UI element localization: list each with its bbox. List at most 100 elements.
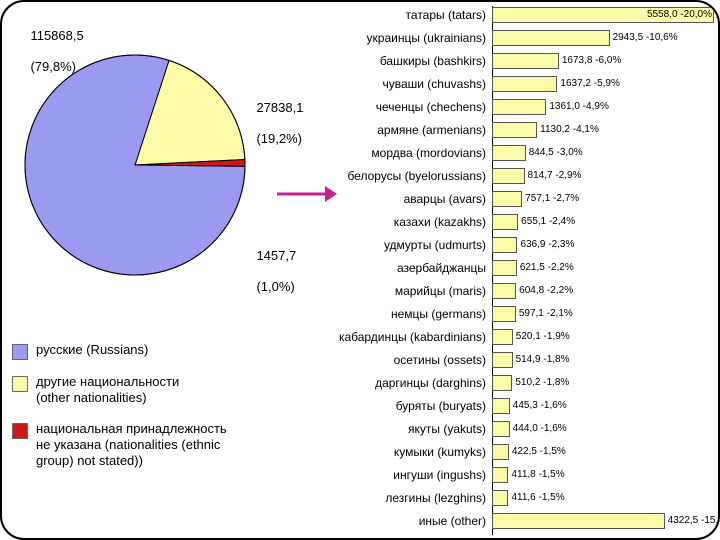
bar-value: 514,9 -1,8% xyxy=(516,349,570,371)
legend-swatch xyxy=(12,376,28,392)
bar-label: кумыки (kumyks) xyxy=(394,441,488,463)
legend-swatch xyxy=(12,423,28,439)
bar-value: 1361,0 -4,9% xyxy=(549,96,609,118)
bar-row: якуты (yakuts)444,0 -1,6% xyxy=(332,418,718,441)
bar-value: 445,3 -1,6% xyxy=(513,395,567,417)
legend-label: национальная принадлежность не указана (… xyxy=(36,421,312,470)
bar-value: 604,8 -2,2% xyxy=(519,280,573,302)
bar-value: 655,1 -2,4% xyxy=(521,211,575,233)
bar-label: немцы (germans) xyxy=(391,303,488,325)
bar-label: лезгины (lezghins) xyxy=(385,487,488,509)
bar-value: 2943,5 -10,6% xyxy=(613,27,678,49)
bar-label: мордва (mordovians) xyxy=(371,142,488,164)
bar-rect xyxy=(492,467,508,483)
bar-rect xyxy=(492,283,516,299)
bars-chart: татары (tatars) 5558,0 -20,0% украинцы (uk… xyxy=(332,4,718,534)
bar-label: даргинцы (darghins) xyxy=(375,372,488,394)
bar-value: 844,5 -3,0% xyxy=(529,142,583,164)
pie-label-other: 27838,1 (19,2%) xyxy=(242,84,303,162)
bar-rect xyxy=(492,214,518,230)
bar-rect xyxy=(492,352,513,368)
bar-label: иные (other) xyxy=(419,510,488,532)
bar-value: 411,6 -1,5% xyxy=(511,487,564,509)
bar-row: армяне (armenians) 1130,2 -4,1% xyxy=(332,119,718,142)
breakout-arrow-icon xyxy=(277,182,337,211)
bar-row: чеченцы (chechens)1361,0 -4,9% xyxy=(332,96,718,119)
bar-label: аварцы (avars) xyxy=(404,188,488,210)
bar-rect xyxy=(492,513,665,529)
bar-value: 5558,0 -20,0% xyxy=(647,4,712,26)
bar-label: чуваши (chuvashs) xyxy=(382,73,488,95)
bar-value: 1673,8 -6,0% xyxy=(562,50,622,72)
bar-label: кабардинцы (kabardinians) xyxy=(339,326,488,348)
bar-value: 814,7 -2,9% xyxy=(528,165,582,187)
bar-row: башкиры (bashkirs) 1673,8 -6,0% xyxy=(332,50,718,73)
bar-value: 444,0 -1,6% xyxy=(513,418,567,440)
bar-label: армяне (armenians) xyxy=(377,119,488,141)
bar-rect xyxy=(492,53,559,69)
bar-row: буряты (buryats) 445,3 -1,6% xyxy=(332,395,718,418)
bar-value: 1130,2 -4,1% xyxy=(540,119,599,141)
bar-rect xyxy=(492,260,517,276)
bar-row: татары (tatars) 5558,0 -20,0% xyxy=(332,4,718,27)
bar-row: даргинцы (darghins) 510,2 -1,8% xyxy=(332,372,718,395)
bar-rect xyxy=(492,490,508,506)
bar-label: удмурты (udmurts) xyxy=(384,234,488,256)
bar-label: осетины (ossets) xyxy=(394,349,488,371)
bar-rect xyxy=(492,191,522,207)
bar-rect xyxy=(492,76,557,92)
pie-label-notstated: 1457,7 (1,0%) xyxy=(242,232,296,310)
bar-label: украинцы (ukrainians) xyxy=(367,27,488,49)
bar-row: удмурты (udmurts) 636,9 -2,3% xyxy=(332,234,718,257)
bar-rect xyxy=(492,99,546,115)
bar-label: буряты (buryats) xyxy=(396,395,488,417)
bar-rect xyxy=(492,122,537,138)
bar-label: азербайджанцы xyxy=(397,257,488,279)
bar-rect xyxy=(492,145,526,161)
bar-row: чуваши (chuvashs) 1637,2 -5,9% xyxy=(332,73,718,96)
bar-rect xyxy=(492,421,510,437)
legend-label: другие национальности (other nationaliti… xyxy=(36,374,312,407)
bar-rect xyxy=(492,375,512,391)
bar-rect xyxy=(492,329,513,345)
legend-label: русские (Russians) xyxy=(36,342,312,358)
bar-rect xyxy=(492,30,610,46)
bar-value: 1637,2 -5,9% xyxy=(560,73,620,95)
bar-value: 4322,5 -15,5% xyxy=(668,510,720,532)
bar-label: татары (tatars) xyxy=(406,4,488,26)
bar-value: 636,9 -2,3% xyxy=(520,234,574,256)
bar-label: башкиры (bashkirs) xyxy=(380,50,488,72)
bar-value: 510,2 -1,8% xyxy=(515,372,569,394)
bar-row: немцы (germans)597,1 -2,1% xyxy=(332,303,718,326)
pie-chart xyxy=(20,50,250,280)
legend-swatch xyxy=(12,344,28,360)
bar-value: 757,1 -2,7% xyxy=(525,188,579,210)
bar-value: 422,5 -1,5% xyxy=(512,441,566,463)
bar-value: 621,5 -2,2% xyxy=(520,257,574,279)
bar-row: кабардинцы (kabardinians) 520,1 -1,9% xyxy=(332,326,718,349)
bar-row: аварцы (avars) 757,1 -2,7% xyxy=(332,188,718,211)
legend-row: национальная принадлежность не указана (… xyxy=(12,421,312,470)
bar-row: марийцы (maris)604,8 -2,2% xyxy=(332,280,718,303)
bar-row: лезгины (lezghins) 411,6 -1,5% xyxy=(332,487,718,510)
notstated-value: 1457,7 xyxy=(256,248,296,263)
bar-row: белорусы (byelorussians) 814,7 -2,9% xyxy=(332,165,718,188)
bar-rect xyxy=(492,444,509,460)
bar-row: иные (other) 4322,5 -15,5% xyxy=(332,510,718,533)
bar-label: ингуши (ingushs) xyxy=(393,464,488,486)
bar-value: 520,1 -1,9% xyxy=(516,326,570,348)
bar-rect xyxy=(492,398,510,414)
bar-rect xyxy=(492,237,517,253)
bar-value: 411,8 -1,5% xyxy=(511,464,564,486)
bar-row: казахи (kazakhs)655,1 -2,4% xyxy=(332,211,718,234)
legend: русские (Russians) другие национальности … xyxy=(12,342,312,483)
bar-row: ингуши (ingushs) 411,8 -1,5% xyxy=(332,464,718,487)
notstated-pct: (1,0%) xyxy=(256,279,294,294)
bar-label: белорусы (byelorussians) xyxy=(347,165,488,187)
bar-row: кумыки (kumyks) 422,5 -1,5% xyxy=(332,441,718,464)
bar-row: мордва (mordovians) 844,5 -3,0% xyxy=(332,142,718,165)
other-pct: (19,2%) xyxy=(256,131,302,146)
other-value: 27838,1 xyxy=(256,100,303,115)
bar-rect xyxy=(492,168,525,184)
russians-value: 115868,5 xyxy=(30,28,83,43)
